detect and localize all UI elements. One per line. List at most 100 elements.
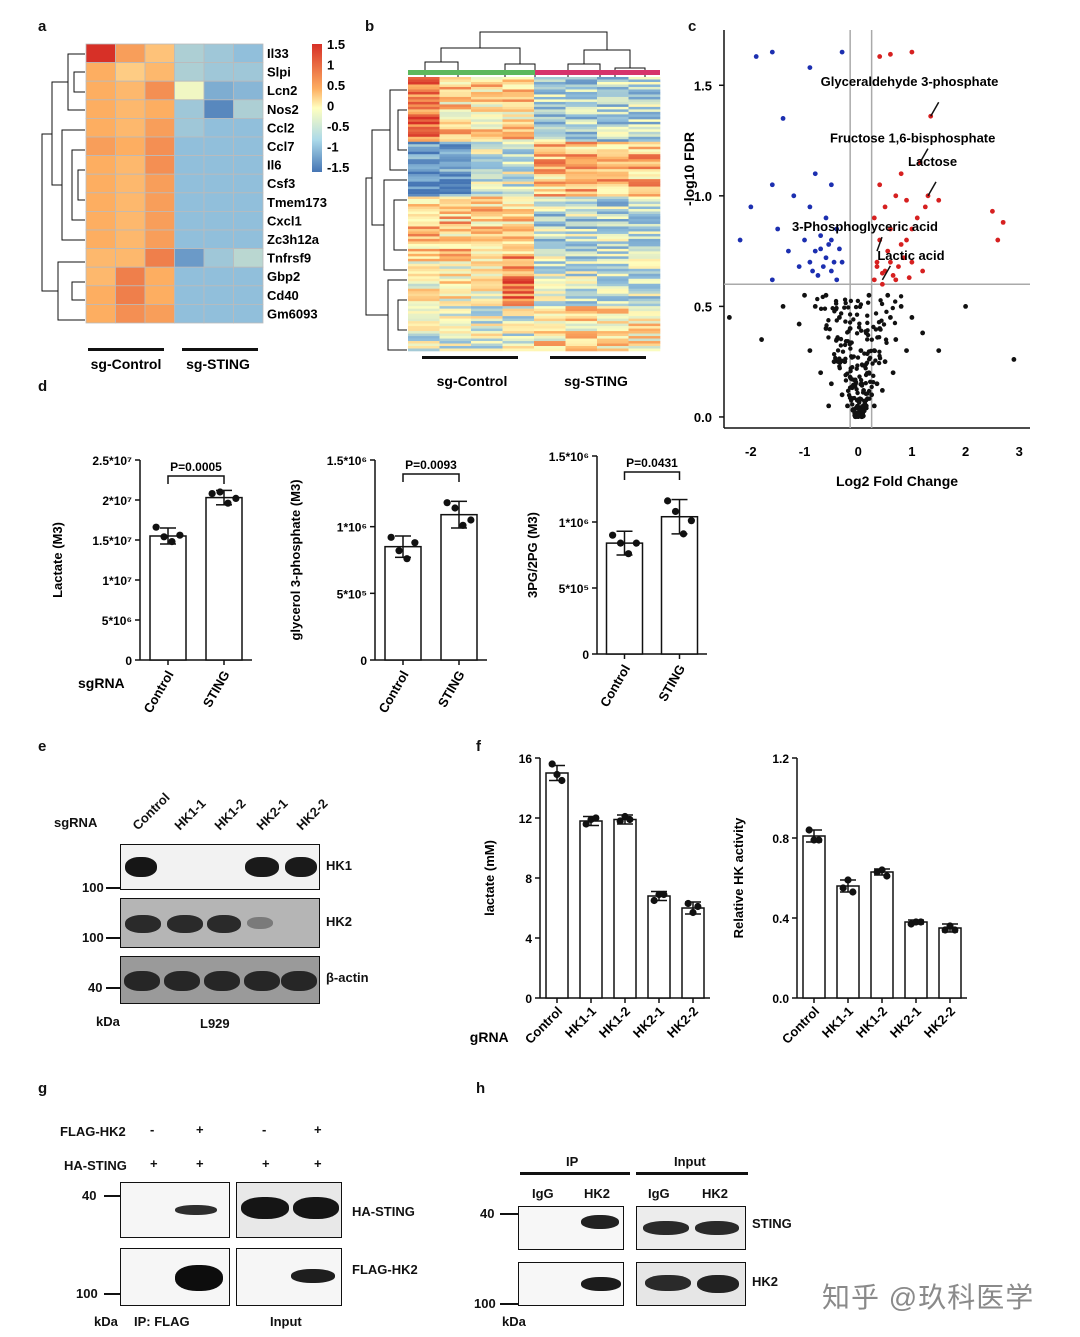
western-e-marker-3: 40 <box>88 980 103 995</box>
heatmap-b-cell <box>471 266 503 270</box>
heatmap-b-cell <box>597 134 629 138</box>
heatmap-b: sg-Control sg-STING <box>365 31 661 389</box>
volcano-xtick-label: 1 <box>908 444 915 459</box>
heatmap-b-cell <box>439 126 472 130</box>
heatmap-b-cell <box>408 238 440 242</box>
heatmap-b-cell <box>502 89 535 93</box>
volcano-annotation-label: Fructose 1,6-bisphosphate <box>830 131 995 146</box>
heatmap-b-cell <box>534 84 566 88</box>
heatmap-b-cell <box>502 321 535 324</box>
volcano-point-ns <box>855 403 860 409</box>
heatmap-b-cell <box>628 196 661 200</box>
heatmap-b-cell <box>439 256 472 260</box>
heatmap-b-cell <box>439 328 472 332</box>
heatmap-b-cell <box>597 189 629 192</box>
heatmap-b-cell <box>439 241 472 245</box>
heatmap-b-cell <box>534 248 566 252</box>
f1-datapoint <box>689 908 697 917</box>
heatmap-b-cell <box>534 246 566 250</box>
heatmap-b-cell <box>565 301 598 304</box>
heatmap-a-cell <box>85 229 116 250</box>
volcano-point-ns <box>851 317 856 322</box>
heatmap-b-cell <box>597 129 629 133</box>
heatmap-b-cell <box>565 228 598 232</box>
heatmap-b-cell <box>408 186 440 190</box>
heatmap-b-cell <box>439 298 472 302</box>
heatmap-b-cell <box>408 161 440 165</box>
heatmap-b-cell <box>439 286 472 290</box>
heatmap-b-cell <box>502 266 535 270</box>
heatmap-b-cell <box>534 221 566 225</box>
volcano-point-ns <box>852 395 857 401</box>
heatmap-b-cell <box>471 106 503 110</box>
heatmap-b-cell <box>471 211 503 215</box>
volcano-point-ns <box>854 387 859 392</box>
heatmap-b-cell <box>408 218 440 222</box>
heatmap-b-cell <box>471 286 503 290</box>
western-e-kda: kDa <box>96 1014 120 1029</box>
heatmap-b-cell <box>439 199 472 202</box>
heatmap-b-cell <box>565 194 598 197</box>
heatmap-b-cell <box>471 288 503 292</box>
f2-bar <box>802 835 826 999</box>
heatmap-b-cell <box>597 196 629 200</box>
heatmap-b-cell <box>597 91 629 95</box>
heatmap-b-cell <box>628 221 661 225</box>
heatmap-b-cell <box>439 346 472 349</box>
heatmap-b-cell <box>502 196 535 200</box>
western-e-sgrna-label: sgRNA <box>54 815 98 830</box>
heatmap-b-cell <box>597 121 629 125</box>
heatmap-a-cell <box>85 173 116 194</box>
heatmap-b-cell <box>565 271 598 275</box>
heatmap-a-gene-label: Lcn2 <box>267 83 297 98</box>
heatmap-b-cell <box>502 101 535 105</box>
heatmap-b-cell <box>408 263 440 267</box>
heatmap-a-cell <box>115 118 146 138</box>
d1-bar <box>205 496 243 661</box>
heatmap-b-cell <box>565 94 598 98</box>
d1-datapoint <box>160 533 168 541</box>
f1-ytick-label: 0 <box>525 992 532 1006</box>
heatmap-b-cell <box>534 258 566 262</box>
volcano-point-down <box>737 237 743 243</box>
heatmap-b-cell <box>534 81 566 85</box>
heatmap-b-cell <box>439 171 472 175</box>
heatmap-b-cell <box>471 141 503 145</box>
heatmap-b-cell <box>408 141 440 145</box>
western-e-row-actin: β-actin <box>326 970 369 985</box>
heatmap-b-cell <box>628 104 661 108</box>
heatmap-b-cell <box>408 346 440 349</box>
heatmap-b-cell <box>408 281 440 285</box>
volcano-point-down <box>834 277 840 283</box>
heatmap-b-cell <box>534 164 566 167</box>
heatmap-b-cell <box>408 261 440 265</box>
volcano-point-ns <box>851 377 857 383</box>
volcano-point-ns <box>909 315 915 320</box>
western-h-lane-2: HK2 <box>584 1186 611 1201</box>
d3-datapoint <box>624 550 633 558</box>
volcano-point-ns <box>833 301 839 306</box>
heatmap-a-cell <box>144 173 175 194</box>
heatmap-b-cell <box>439 159 472 162</box>
heatmap-b-cell <box>628 184 661 187</box>
volcano-point-down <box>796 264 802 269</box>
d3-datapoint <box>609 531 617 539</box>
heatmap-b-cell <box>408 221 440 225</box>
volcano-point-up <box>874 259 880 265</box>
heatmap-b-cell <box>534 241 566 245</box>
heatmap-b-cell <box>502 184 535 187</box>
volcano-point-ns <box>857 304 863 310</box>
heatmap-b-cell <box>534 166 566 170</box>
heatmap-b-cell <box>534 214 566 217</box>
heatmap-b-cell <box>502 246 535 250</box>
volcano-point-ns <box>857 321 862 326</box>
heatmap-b-cell <box>534 96 566 100</box>
d1-datapoint <box>176 531 184 539</box>
d3-ytick-label: 1*10⁶ <box>559 516 589 530</box>
heatmap-b-cell <box>534 119 566 123</box>
volcano-point-ns <box>842 297 848 302</box>
heatmap-b-cell <box>565 99 598 103</box>
volcano-point-up <box>904 197 909 203</box>
heatmap-b-cell <box>597 136 629 140</box>
volcano-annotation-label: Glyceraldehyde 3-phosphate <box>821 74 999 89</box>
